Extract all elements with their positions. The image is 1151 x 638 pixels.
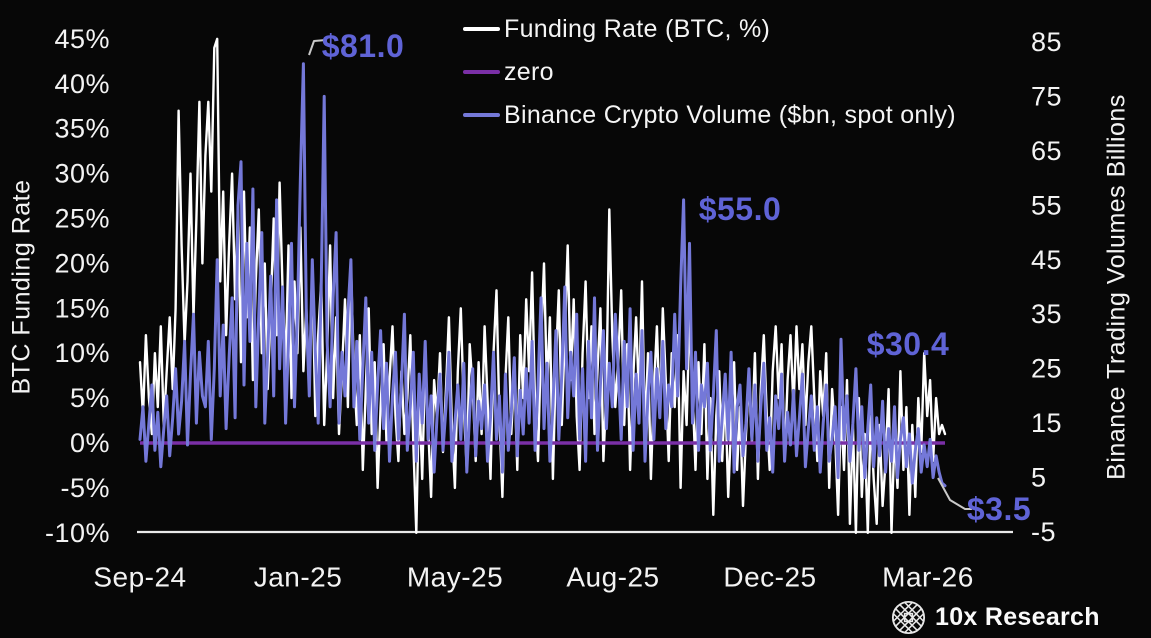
legend-item-binance-volume: Binance Crypto Volume ($bn, spot only) — [463, 100, 956, 129]
x-axis-tick-label: Jan-25 — [254, 562, 343, 593]
annotation-leader-line — [937, 477, 972, 510]
legend-item-funding-rate: Funding Rate (BTC, %) — [463, 14, 956, 43]
legend-label-zero: zero — [504, 57, 554, 86]
left-axis-tick-label: 10% — [54, 338, 110, 368]
right-axis-tick-label: 15 — [1031, 408, 1062, 438]
right-axis-tick-label: 75 — [1031, 81, 1062, 111]
annotation-label: $55.0 — [699, 191, 782, 227]
left-axis-tick-label: 0% — [70, 428, 110, 458]
x-axis-tick-label: Mar-26 — [882, 562, 974, 593]
x-axis-tick-label: Dec-25 — [723, 562, 816, 593]
left-axis-tick-label: -5% — [60, 473, 110, 503]
funding-rate-line-swatch — [463, 27, 500, 31]
left-axis-tick-label: 15% — [54, 293, 110, 323]
left-axis-tick-label: 45% — [54, 24, 110, 54]
x-axis-tick-label: May-25 — [407, 562, 503, 593]
binance-volume-line — [138, 62, 947, 488]
right-axis-tick-label: 25 — [1031, 354, 1062, 384]
annotation-label: $30.4 — [867, 326, 950, 362]
logo-text: 10x Research — [935, 603, 1100, 631]
left-axis-tick-label: 5% — [70, 383, 110, 413]
right-axis-tick-label: 55 — [1031, 190, 1062, 220]
right-axis-tick-label: 65 — [1031, 136, 1062, 166]
globe-lattice-icon — [891, 600, 926, 635]
right-axis-tick-label: 85 — [1031, 27, 1062, 57]
x-axis-tick-label: Aug-25 — [566, 562, 659, 593]
left-axis-tick-label: 35% — [54, 114, 110, 144]
legend-label-binance-volume: Binance Crypto Volume ($bn, spot only) — [504, 100, 956, 129]
binance-volume-line-swatch — [463, 113, 500, 117]
left-axis-tick-label: 20% — [54, 248, 110, 278]
right-axis-tick-label: 5 — [1031, 463, 1047, 493]
legend-item-zero: zero — [463, 57, 956, 86]
annotation-label: $81.0 — [322, 28, 405, 64]
brand-logo: 10x Research — [890, 599, 1100, 636]
right-axis-title: Binance Trading Volumes Billions — [1102, 94, 1131, 480]
zero-line-swatch — [463, 70, 500, 74]
right-axis-tick-label: 45 — [1031, 245, 1062, 275]
right-axis-tick-label: 35 — [1031, 299, 1062, 329]
left-axis-tick-label: 40% — [54, 69, 110, 99]
x-axis-tick-label: Sep-24 — [93, 562, 186, 593]
annotation-label: $3.5 — [967, 491, 1031, 527]
left-axis-title: BTC Funding Rate — [7, 179, 36, 395]
left-axis-tick-label: -10% — [45, 518, 110, 548]
left-axis-tick-label: 25% — [54, 204, 110, 234]
annotation-leader-line — [308, 39, 327, 56]
left-axis-tick-label: 30% — [54, 159, 110, 189]
legend-label-funding-rate: Funding Rate (BTC, %) — [504, 14, 771, 43]
legend: Funding Rate (BTC, %) zero Binance Crypt… — [463, 14, 956, 145]
right-axis-tick-label: -5 — [1031, 517, 1056, 547]
